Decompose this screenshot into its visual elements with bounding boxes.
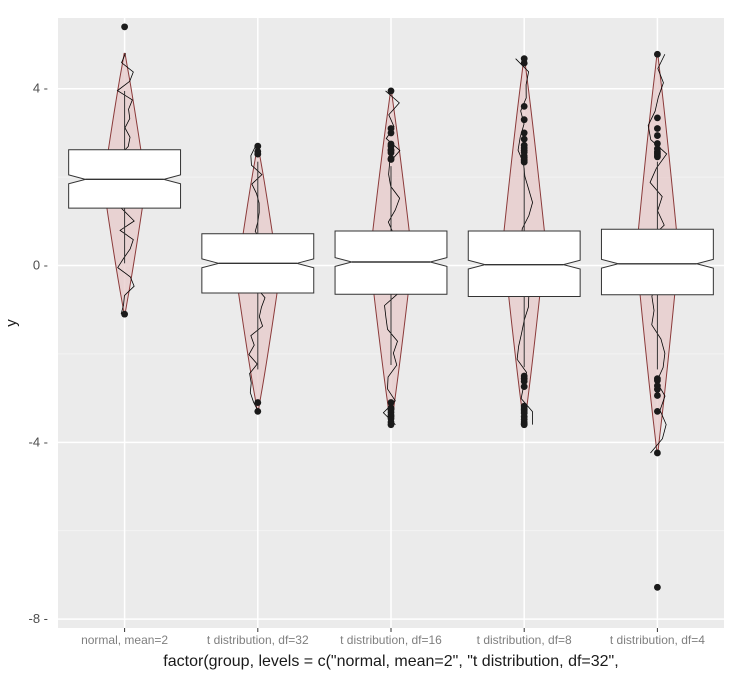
outlier-point	[654, 140, 661, 147]
outlier-point	[521, 130, 528, 137]
outlier-point	[254, 408, 261, 415]
outlier-point	[388, 125, 395, 132]
x-tick-label: normal, mean=2	[81, 633, 168, 647]
x-tick-label: t distribution, df=16	[340, 633, 442, 647]
outlier-point	[654, 114, 661, 121]
outlier-point	[521, 136, 528, 143]
x-tick-label: t distribution, df=4	[610, 633, 705, 647]
x-axis-label: factor(group, levels = c("normal, mean=2…	[163, 653, 618, 670]
outlier-point	[121, 23, 128, 30]
outlier-point	[654, 132, 661, 139]
outlier-point	[654, 392, 661, 399]
y-axis-label: y	[3, 319, 20, 327]
outlier-point	[654, 125, 661, 132]
outlier-point	[654, 584, 661, 591]
y-tick-label: 4 -	[33, 81, 48, 96]
outlier-point	[654, 51, 661, 58]
outlier-point	[521, 383, 528, 390]
outlier-point	[654, 450, 661, 457]
outlier-point	[654, 386, 661, 393]
outlier-point	[254, 399, 261, 406]
x-tick-label: t distribution, df=32	[207, 633, 309, 647]
y-tick-label: 0 -	[33, 258, 48, 273]
outlier-point	[521, 103, 528, 110]
outlier-point	[521, 421, 528, 428]
box	[468, 231, 580, 296]
y-tick-label: -8 -	[29, 611, 49, 626]
boxplot-chart: -8 - -4 - 0 - 4 - y normal, mean=2 t distribut…	[0, 0, 729, 692]
outlier-point	[254, 143, 261, 150]
outlier-point	[388, 421, 395, 428]
outlier-point	[654, 408, 661, 415]
outlier-point	[388, 141, 395, 148]
x-tick-label: t distribution, df=8	[477, 633, 572, 647]
outlier-point	[521, 116, 528, 123]
outlier-point	[121, 311, 128, 318]
outlier-point	[521, 142, 528, 149]
outlier-point	[388, 88, 395, 95]
box	[601, 229, 713, 294]
y-tick-label: -4 -	[29, 434, 49, 449]
outlier-point	[521, 55, 528, 62]
